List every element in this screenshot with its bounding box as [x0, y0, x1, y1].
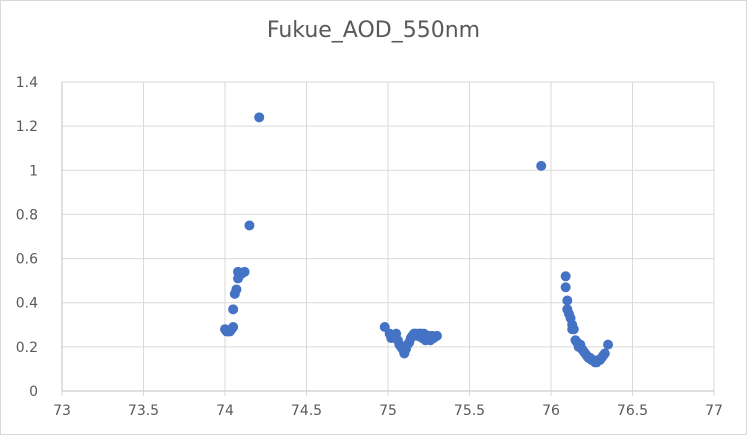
data-point: [562, 295, 573, 306]
data-point: [568, 324, 579, 335]
x-tick-label: 73.5: [128, 403, 159, 419]
data-point: [536, 160, 547, 171]
y-tick-label: 0.6: [16, 252, 38, 268]
data-point: [254, 112, 265, 123]
y-tick-label: 1.4: [16, 75, 38, 91]
y-tick-label: 0.4: [16, 296, 38, 312]
chart-title: Fukue_AOD_550nm: [266, 18, 481, 43]
x-axis-ticks: 73 73.5 74 74.5 75 75.5 76 76.5 77: [53, 391, 723, 419]
x-tick-label: 74: [216, 403, 234, 419]
data-point: [231, 284, 242, 295]
x-tick-label: 76: [542, 403, 560, 419]
data-point: [599, 348, 610, 359]
x-tick-label: 73: [53, 403, 71, 419]
data-point: [431, 330, 442, 341]
data-point: [560, 271, 571, 282]
data-point: [244, 220, 255, 231]
data-points: [220, 112, 614, 368]
data-point: [239, 266, 250, 277]
x-tick-label: 75.5: [454, 403, 485, 419]
y-tick-label: 0.2: [16, 340, 38, 356]
x-tick-label: 75: [379, 403, 397, 419]
x-tick-label: 74.5: [291, 403, 322, 419]
data-point: [603, 339, 614, 350]
x-tick-label: 77: [705, 403, 723, 419]
y-tick-label: 0.8: [16, 207, 38, 223]
y-axis-ticks: 0 0.2 0.4 0.6 0.8 1 1.2 1.4: [16, 75, 38, 400]
data-point: [560, 282, 571, 293]
y-tick-label: 1.2: [16, 119, 38, 135]
y-tick-label: 0: [29, 384, 38, 400]
data-point: [228, 321, 239, 332]
data-point: [228, 304, 239, 315]
y-tick-label: 1: [29, 163, 38, 179]
x-tick-label: 76.5: [617, 403, 648, 419]
gridlines: [61, 81, 715, 392]
